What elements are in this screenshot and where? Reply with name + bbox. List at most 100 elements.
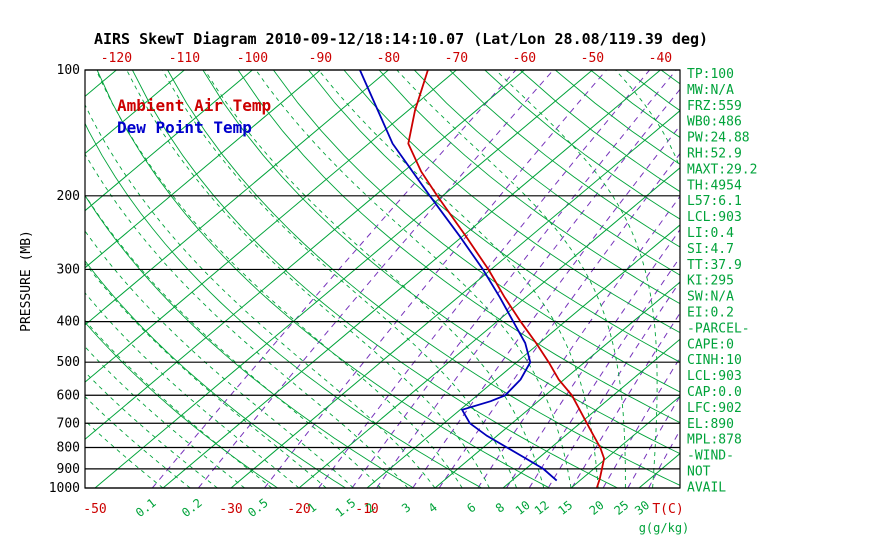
moist-adiabat-line <box>85 262 327 488</box>
dry-adiabat-line <box>167 70 680 486</box>
dry-adiabat-line <box>85 122 482 488</box>
dry-adiabat-line <box>484 70 680 220</box>
stats-line: LCL:903 <box>687 369 742 384</box>
moist-adiabat-line <box>85 319 273 488</box>
isotherm-line <box>230 110 680 488</box>
dry-adiabat-line <box>413 70 680 276</box>
mixing-ratio-line <box>648 429 680 488</box>
mixing-ratio-label: 20 <box>587 498 607 518</box>
moist-adiabat-line <box>162 70 518 488</box>
mixing-ratio-line <box>602 356 680 488</box>
plot-border <box>84 69 681 489</box>
pressure-tick-label: 800 <box>57 441 80 456</box>
dewpoint-curve <box>359 69 558 482</box>
mixing-ratio-label: 25 <box>611 498 631 518</box>
isotherm-line <box>85 70 253 212</box>
moist-adiabat-line <box>204 70 545 488</box>
mixing-ratio-line <box>438 152 680 488</box>
moist-adiabat-line <box>126 70 490 488</box>
legend-ambient-air-temp: Ambient Air Temp <box>117 96 271 115</box>
isotherm-line <box>366 224 680 488</box>
mixing-unit-label: g(g/kg) <box>639 521 690 535</box>
stats-line: LCL:903 <box>687 210 742 225</box>
dry-adiabat-line <box>85 260 346 488</box>
mixing-ratio-label: 4 <box>426 500 440 515</box>
stats-line: LFC:902 <box>687 401 742 416</box>
mixing-ratio-line <box>376 88 680 488</box>
isotherm-line <box>85 70 185 155</box>
dry-adiabat-line <box>343 70 680 334</box>
pressure-tick-label: 400 <box>57 315 80 330</box>
pressure-tick-label: 900 <box>57 462 80 477</box>
mixing-ratio-line <box>627 395 680 488</box>
mixing-ratio-line <box>571 312 680 488</box>
isotherm-line <box>843 70 870 488</box>
pressure-tick-label: 1000 <box>49 481 80 496</box>
pressure-tick-label: 300 <box>57 262 80 277</box>
stats-line: RH:52.9 <box>687 147 742 162</box>
temperature-curve <box>407 69 606 489</box>
mixing-ratio-line <box>506 228 680 488</box>
dry-adiabat-line <box>85 321 278 488</box>
stats-line: TH:4954 <box>687 178 742 193</box>
isotherm-line <box>570 395 680 488</box>
bottom-axis-tick-label: -50 <box>83 502 106 517</box>
dry-adiabat-line <box>85 194 414 488</box>
mixing-ratio-label: 10 <box>513 498 533 518</box>
stats-line: EL:890 <box>687 417 734 432</box>
dry-adiabat-line <box>308 70 680 363</box>
isotherm-line <box>85 70 457 383</box>
dry-adiabat-line <box>132 70 618 488</box>
mixing-ratio-label: 15 <box>555 498 575 518</box>
top-axis-tick-label: -50 <box>581 51 604 66</box>
top-axis-tick-label: -60 <box>513 51 536 66</box>
top-axis-tick-label: -90 <box>309 51 332 66</box>
temp-unit-label: T(C) <box>652 502 683 517</box>
pressure-tick-label: 600 <box>57 388 80 403</box>
dry-adiabat-line <box>237 70 680 424</box>
pressure-tick-label: 100 <box>57 63 80 78</box>
isopleth-layer <box>85 70 870 488</box>
pressure-tick-label: 500 <box>57 355 80 370</box>
moist-adiabat-line <box>95 70 463 488</box>
mixing-ratio-line <box>412 124 680 488</box>
chart-title: AIRS SkewT Diagram 2010-09-12/18:14:10.0… <box>94 30 708 48</box>
moist-adiabat-line <box>85 292 300 488</box>
skewt-generated-layers: -120 -110 -100 -90 -80 -70 -60 -50 -40 100 200 300 4… <box>49 51 870 520</box>
stats-line: CINH:10 <box>687 353 742 368</box>
mixing-ratio-label: 3 <box>399 500 413 515</box>
pressure-axis-label: PRESSURE (MB) <box>19 230 34 332</box>
stats-line: KI:295 <box>687 274 734 289</box>
stats-line: FRZ:559 <box>687 99 742 114</box>
isotherm-line <box>85 70 321 269</box>
mixing-ratio-line <box>477 195 680 488</box>
mixing-ratio-label: 6 <box>464 500 478 515</box>
stats-line: MW:N/A <box>687 83 734 98</box>
stats-line: L57:6.1 <box>687 194 742 209</box>
moist-adiabat-line <box>255 70 572 488</box>
stats-line: LI:0.4 <box>687 226 734 241</box>
isotherm-line <box>775 70 870 488</box>
stats-line: TP:100 <box>687 67 734 82</box>
stats-line: TT:37.9 <box>687 258 742 273</box>
top-axis-tick-label: -110 <box>169 51 200 66</box>
moist-adiabat-line <box>85 103 436 488</box>
moist-adiabat-line <box>85 230 354 488</box>
moist-adiabat-line <box>85 194 381 488</box>
top-axis-tick-label: -70 <box>445 51 468 66</box>
mixing-ratio-line <box>198 70 554 488</box>
isotherm-line <box>298 167 680 488</box>
mixing-ratio-line <box>351 70 677 488</box>
top-axis-tick-label: -40 <box>649 51 672 66</box>
dry-adiabat-line <box>378 70 680 305</box>
stats-line: AVAIL <box>687 480 726 495</box>
isotherm-line <box>162 70 661 488</box>
mixing-ratio-line <box>318 70 650 488</box>
dry-adiabat-line <box>96 70 550 488</box>
stats-line: MPL:878 <box>687 433 742 448</box>
stats-line: NOT <box>687 465 711 480</box>
stats-line: PW:24.88 <box>687 131 750 146</box>
mixing-ratio-label: 8 <box>493 500 507 515</box>
